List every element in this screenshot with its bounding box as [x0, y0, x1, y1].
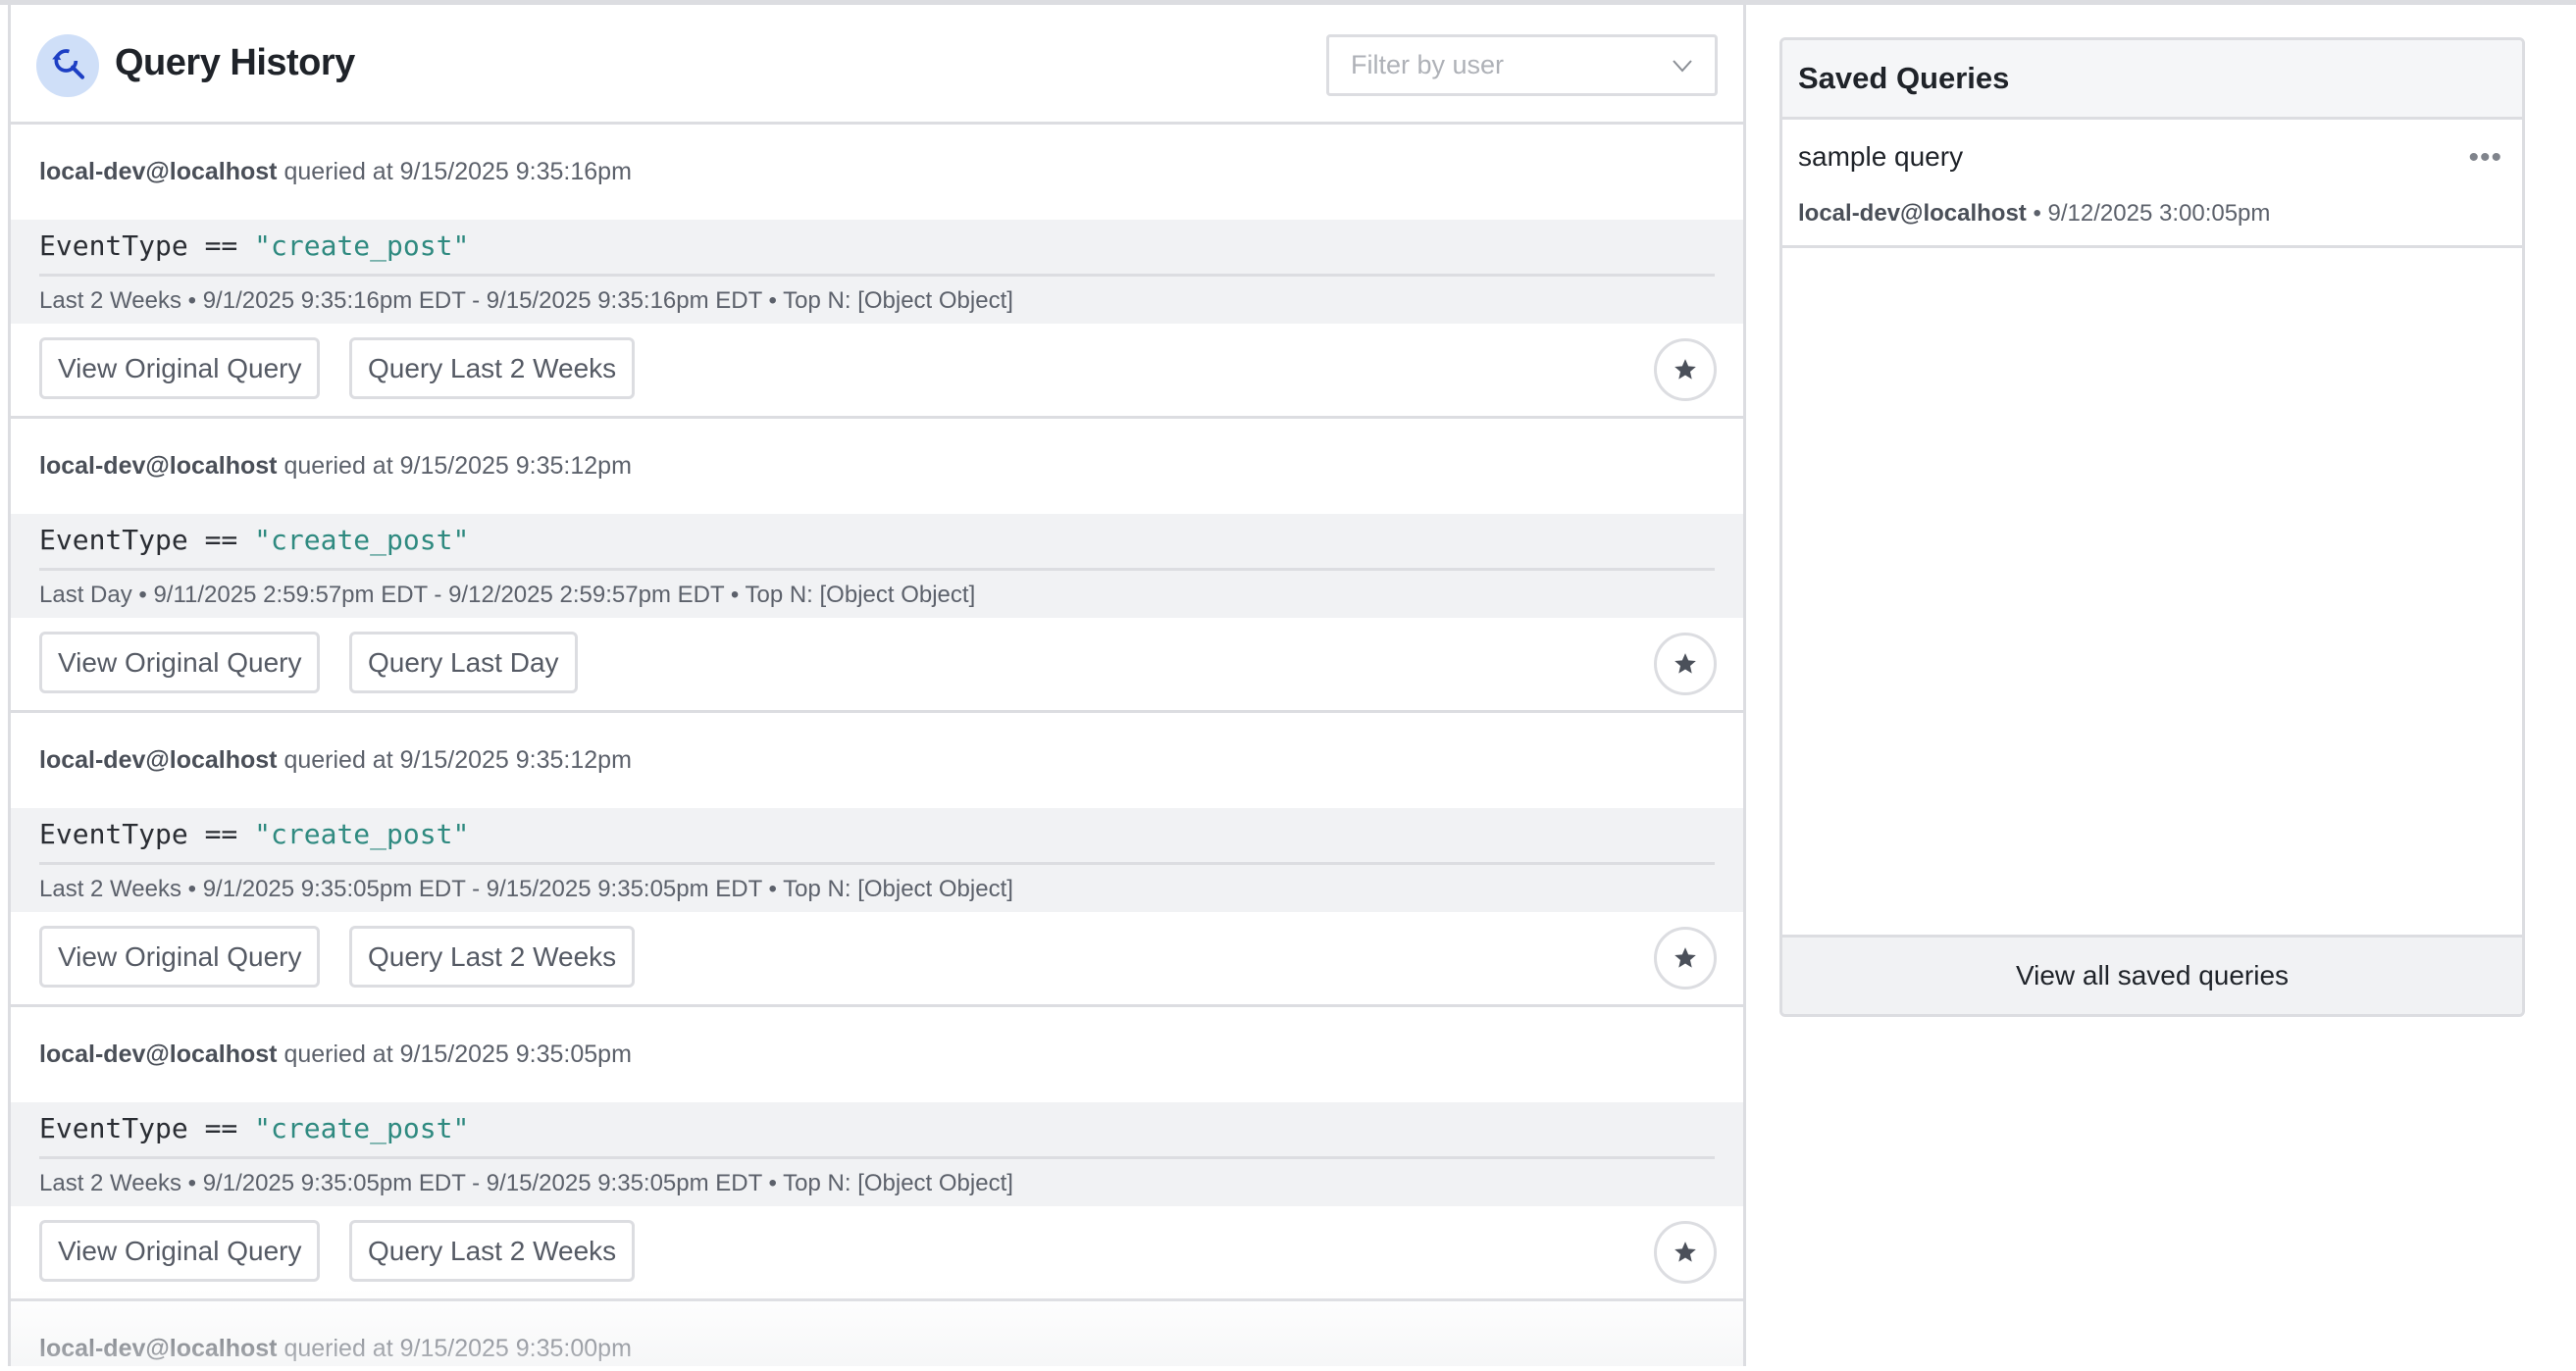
- query-block: EventType == "create_post" Last 2 Weeks •…: [11, 808, 1743, 912]
- view-all-saved-queries-button[interactable]: View all saved queries: [1782, 935, 2522, 1014]
- entry-user: local-dev@localhost: [39, 452, 278, 480]
- view-original-query-button[interactable]: View Original Query: [39, 926, 321, 988]
- query-history-panel: Query History Filter by user local-dev@l…: [8, 5, 1746, 1366]
- entry-meta: local-dev@localhost queried at 9/15/2025…: [39, 1041, 632, 1069]
- entry-user: local-dev@localhost: [39, 746, 278, 774]
- query-range: Last Day • 9/11/2025 2:59:57pm EDT - 9/1…: [39, 582, 976, 608]
- entry-user: local-dev@localhost: [39, 1041, 278, 1068]
- query-value: "create_post": [254, 818, 470, 850]
- query-operator: ==: [204, 229, 238, 262]
- star-icon: [1674, 947, 1696, 968]
- entry-user: local-dev@localhost: [39, 1335, 278, 1362]
- star-icon: [1674, 653, 1696, 674]
- query-block: EventType == "create_post" Last 2 Weeks •…: [11, 1102, 1743, 1206]
- filter-by-user-select[interactable]: Filter by user: [1326, 34, 1718, 96]
- history-entry: local-dev@localhost queried at 9/15/2025…: [11, 713, 1743, 1007]
- query-operator: ==: [204, 524, 238, 556]
- query-range: Last 2 Weeks • 9/1/2025 9:35:16pm EDT - …: [39, 287, 1013, 314]
- entry-user: local-dev@localhost: [39, 158, 278, 185]
- page-title: Query History: [115, 42, 355, 83]
- query-value: "create_post": [254, 524, 470, 556]
- entry-time: queried at 9/15/2025 9:35:05pm: [283, 1041, 632, 1068]
- divider: [39, 568, 1715, 571]
- entry-time: queried at 9/15/2025 9:35:12pm: [283, 452, 632, 480]
- divider: [39, 1156, 1715, 1159]
- divider: [39, 274, 1715, 277]
- entry-time: queried at 9/15/2025 9:35:12pm: [283, 746, 632, 774]
- entry-time: queried at 9/15/2025 9:35:00pm: [283, 1335, 632, 1362]
- view-original-query-button[interactable]: View Original Query: [39, 1220, 321, 1282]
- query-code: EventType == "create_post": [39, 818, 469, 850]
- query-field: EventType: [39, 524, 188, 556]
- query-field: EventType: [39, 818, 188, 850]
- history-entry: local-dev@localhost queried at 9/15/2025…: [11, 419, 1743, 713]
- entry-meta: local-dev@localhost queried at 9/15/2025…: [39, 452, 632, 481]
- query-value: "create_post": [254, 1112, 470, 1144]
- chevron-down-icon: [1673, 59, 1692, 72]
- history-entry: local-dev@localhost queried at 9/15/2025…: [11, 125, 1743, 419]
- rerun-query-button[interactable]: Query Last 2 Weeks: [349, 1220, 636, 1282]
- query-block: EventType == "create_post" Last Day • 9/1…: [11, 514, 1743, 618]
- saved-query-name: sample query: [1798, 141, 1964, 172]
- filter-placeholder: Filter by user: [1351, 50, 1505, 79]
- top-border: [0, 0, 2576, 5]
- panel-header: Query History Filter by user: [11, 5, 1743, 125]
- save-query-star-button[interactable]: [1654, 633, 1717, 695]
- query-field: EventType: [39, 1112, 188, 1144]
- query-operator: ==: [204, 1112, 238, 1144]
- star-icon: [1674, 359, 1696, 380]
- save-query-star-button[interactable]: [1654, 338, 1717, 401]
- view-original-query-button[interactable]: View Original Query: [39, 632, 321, 693]
- history-search-icon: [36, 34, 99, 97]
- query-code: EventType == "create_post": [39, 524, 469, 556]
- query-block: EventType == "create_post" Last 2 Weeks •…: [11, 220, 1743, 324]
- saved-queries-card: Saved Queries sample query ••• local-dev…: [1779, 37, 2525, 1017]
- query-range: Last 2 Weeks • 9/1/2025 9:35:05pm EDT - …: [39, 876, 1013, 902]
- view-original-query-button[interactable]: View Original Query: [39, 337, 321, 399]
- save-query-star-button[interactable]: [1654, 1221, 1717, 1284]
- query-code: EventType == "create_post": [39, 1112, 469, 1144]
- rerun-query-button[interactable]: Query Last 2 Weeks: [349, 926, 636, 988]
- divider: [39, 862, 1715, 865]
- saved-query-user: local-dev@localhost: [1798, 200, 2027, 227]
- rerun-query-button[interactable]: Query Last 2 Weeks: [349, 337, 636, 399]
- query-range: Last 2 Weeks • 9/1/2025 9:35:05pm EDT - …: [39, 1170, 1013, 1196]
- history-entry: local-dev@localhost queried at 9/15/2025…: [11, 1007, 1743, 1301]
- saved-queries-title: Saved Queries: [1782, 40, 2522, 120]
- query-operator: ==: [204, 818, 238, 850]
- entry-time: queried at 9/15/2025 9:35:16pm: [283, 158, 632, 185]
- history-entry: local-dev@localhost queried at 9/15/2025…: [11, 1301, 1743, 1366]
- entry-meta: local-dev@localhost queried at 9/15/2025…: [39, 746, 632, 775]
- query-value: "create_post": [254, 229, 470, 262]
- rerun-query-button[interactable]: Query Last Day: [349, 632, 578, 693]
- saved-query-time: • 9/12/2025 3:00:05pm: [2033, 200, 2271, 227]
- saved-query-meta: local-dev@localhost • 9/12/2025 3:00:05p…: [1798, 200, 2270, 228]
- entry-meta: local-dev@localhost queried at 9/15/2025…: [39, 1335, 632, 1363]
- more-options-icon[interactable]: •••: [2468, 141, 2502, 174]
- star-icon: [1674, 1242, 1696, 1262]
- query-code: EventType == "create_post": [39, 229, 469, 262]
- query-field: EventType: [39, 229, 188, 262]
- entry-meta: local-dev@localhost queried at 9/15/2025…: [39, 158, 632, 186]
- saved-query-item[interactable]: sample query ••• local-dev@localhost • 9…: [1782, 120, 2522, 248]
- save-query-star-button[interactable]: [1654, 927, 1717, 990]
